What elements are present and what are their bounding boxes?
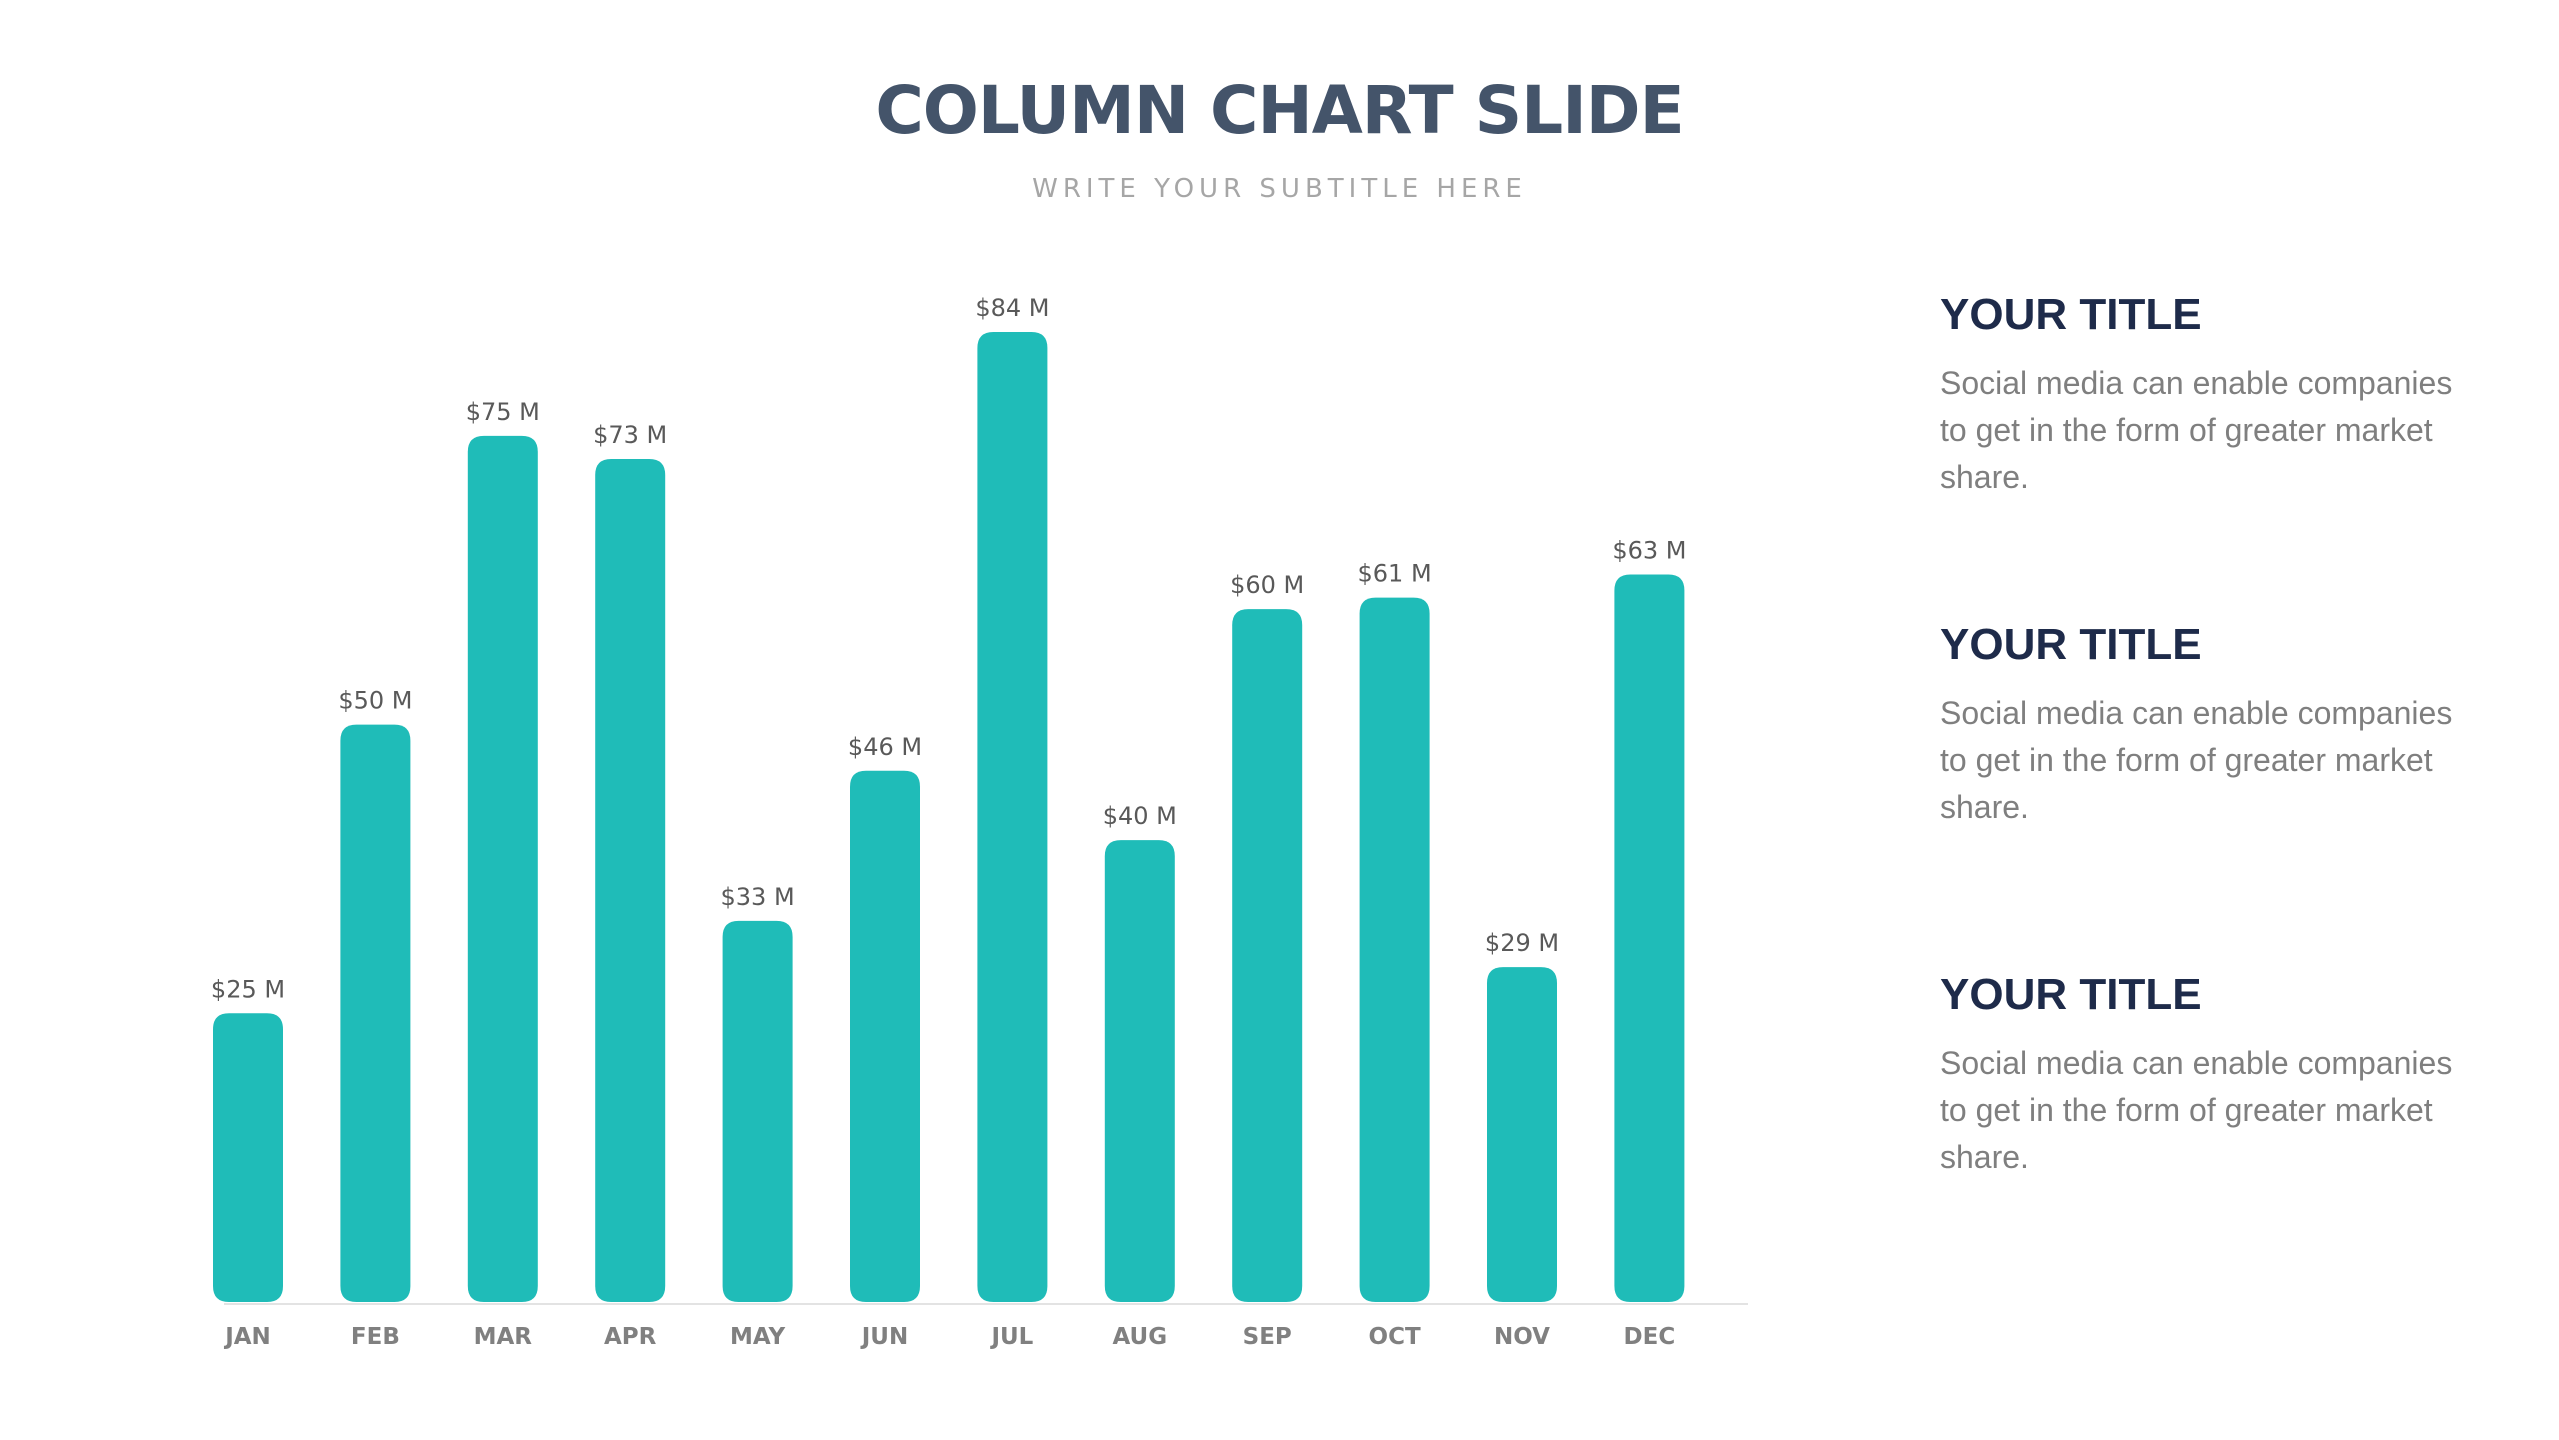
data-label-sep: $60 M (1230, 571, 1304, 599)
data-label-feb: $50 M (338, 687, 412, 715)
bar-apr (595, 459, 666, 1302)
data-label-jul: $84 M (975, 294, 1049, 322)
bar-jan (213, 1013, 283, 1302)
x-tick-label-nov: NOV (1494, 1324, 1550, 1350)
side-item-text: Social media can enable companies to get… (1940, 1045, 2453, 1175)
side-item-text: Social media can enable companies to get… (1940, 695, 2453, 825)
data-label-jan: $25 M (211, 975, 285, 1003)
slide-title: COLUMN CHART SLIDE (875, 72, 1684, 149)
data-label-dec: $63 M (1612, 537, 1686, 565)
side-item-3: YOUR TITLE Social media can enable compa… (1940, 970, 2480, 1181)
bar-aug (1104, 840, 1175, 1302)
column-chart: $25 M JAN $50 M FEB $75 M MAR $73 M APR $33 M MAY… (211, 294, 1748, 1350)
x-tick-label-mar: MAR (474, 1324, 533, 1350)
x-tick-label-feb: FEB (351, 1324, 400, 1350)
data-label-apr: $73 M (593, 421, 667, 449)
x-tick-label-oct: OCT (1369, 1324, 1421, 1350)
x-tick-label-apr: APR (604, 1324, 657, 1350)
slide-subtitle: WRITE YOUR SUBTITLE HERE (1032, 174, 1527, 204)
bar-mar (467, 435, 538, 1302)
x-tick-label-dec: DEC (1624, 1324, 1676, 1350)
bar-may (722, 920, 793, 1302)
side-item-1: YOUR TITLE Social media can enable compa… (1940, 290, 2480, 501)
bar-feb (340, 724, 411, 1302)
x-tick-label-jun: JUN (860, 1324, 908, 1350)
data-label-nov: $29 M (1485, 929, 1559, 957)
data-label-mar: $75 M (466, 398, 540, 426)
bar-dec (1614, 574, 1685, 1302)
data-label-aug: $40 M (1103, 802, 1177, 830)
data-label-may: $33 M (721, 883, 795, 911)
x-tick-label-jul: JUL (989, 1324, 1033, 1350)
side-item-heading: YOUR TITLE (1940, 290, 2202, 339)
side-item-2: YOUR TITLE Social media can enable compa… (1940, 620, 2480, 831)
side-item-heading: YOUR TITLE (1940, 970, 2202, 1019)
bar-sep (1232, 609, 1303, 1302)
bar-jun (850, 770, 920, 1302)
bar-jul (977, 332, 1048, 1302)
side-item-text: Social media can enable companies to get… (1940, 365, 2453, 495)
bar-nov (1487, 967, 1557, 1302)
x-tick-label-may: MAY (730, 1324, 785, 1350)
side-item-heading: YOUR TITLE (1940, 620, 2202, 669)
data-label-jun: $46 M (848, 733, 922, 761)
x-tick-label-jan: JAN (223, 1324, 271, 1350)
bar-oct (1359, 597, 1430, 1302)
data-label-oct: $61 M (1358, 560, 1432, 588)
x-tick-label-sep: SEP (1243, 1324, 1292, 1350)
x-tick-label-aug: AUG (1112, 1324, 1167, 1350)
